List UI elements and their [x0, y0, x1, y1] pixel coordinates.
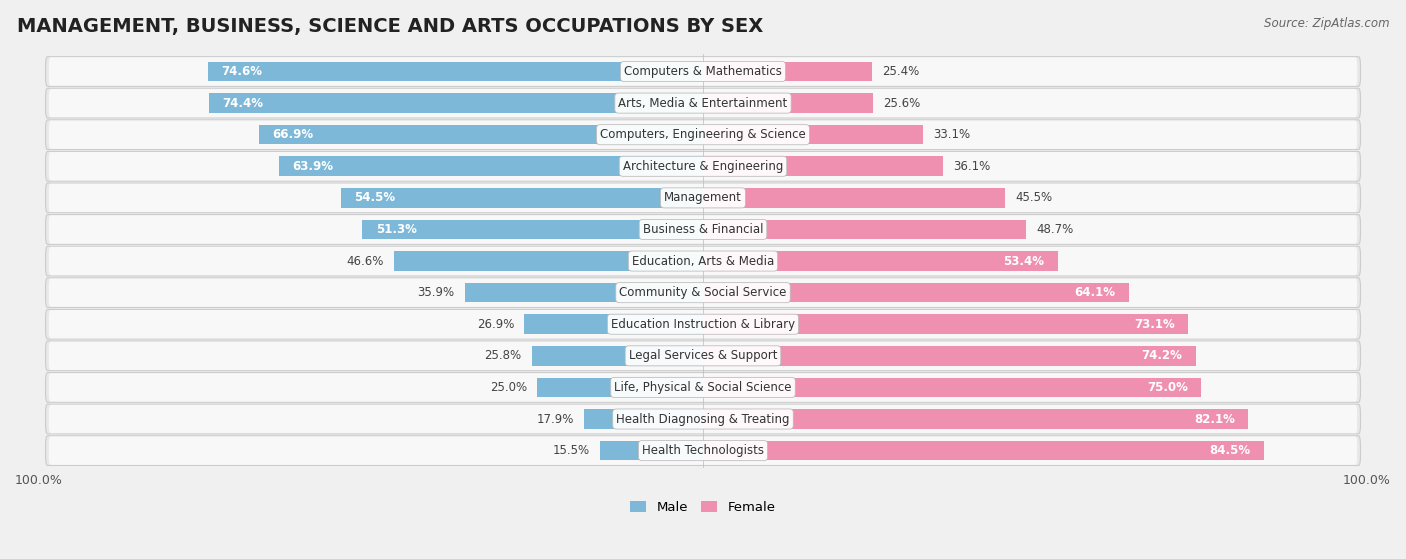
Bar [342, 188, 703, 207]
Text: 25.4%: 25.4% [882, 65, 920, 78]
FancyBboxPatch shape [49, 437, 1357, 465]
Bar [524, 315, 703, 334]
Text: 17.9%: 17.9% [537, 413, 574, 425]
FancyBboxPatch shape [49, 373, 1357, 401]
Text: 84.5%: 84.5% [1209, 444, 1251, 457]
Text: 25.6%: 25.6% [883, 97, 920, 110]
Text: Health Diagnosing & Treating: Health Diagnosing & Treating [616, 413, 790, 425]
FancyBboxPatch shape [45, 183, 1361, 213]
FancyBboxPatch shape [49, 405, 1357, 433]
Bar [703, 125, 922, 144]
Text: 73.1%: 73.1% [1135, 318, 1175, 331]
FancyBboxPatch shape [49, 342, 1357, 370]
Text: 25.0%: 25.0% [489, 381, 527, 394]
FancyBboxPatch shape [49, 152, 1357, 181]
Text: Source: ZipAtlas.com: Source: ZipAtlas.com [1264, 17, 1389, 30]
Bar [363, 220, 703, 239]
Text: 45.5%: 45.5% [1015, 191, 1052, 205]
Bar [394, 251, 703, 271]
FancyBboxPatch shape [49, 215, 1357, 244]
Text: 74.4%: 74.4% [222, 97, 263, 110]
Text: 35.9%: 35.9% [418, 286, 454, 299]
Bar [531, 346, 703, 366]
Text: Computers, Engineering & Science: Computers, Engineering & Science [600, 128, 806, 141]
FancyBboxPatch shape [49, 57, 1357, 86]
Text: Legal Services & Support: Legal Services & Support [628, 349, 778, 362]
Text: 15.5%: 15.5% [553, 444, 591, 457]
Bar [537, 378, 703, 397]
FancyBboxPatch shape [49, 247, 1357, 275]
FancyBboxPatch shape [45, 215, 1361, 244]
FancyBboxPatch shape [45, 246, 1361, 276]
Bar [703, 188, 1005, 207]
Text: 74.2%: 74.2% [1142, 349, 1182, 362]
FancyBboxPatch shape [45, 120, 1361, 150]
Bar [208, 61, 703, 81]
Text: Architecture & Engineering: Architecture & Engineering [623, 160, 783, 173]
FancyBboxPatch shape [45, 88, 1361, 118]
FancyBboxPatch shape [49, 89, 1357, 117]
FancyBboxPatch shape [45, 151, 1361, 181]
Bar [703, 251, 1057, 271]
FancyBboxPatch shape [49, 184, 1357, 212]
Bar [703, 220, 1026, 239]
FancyBboxPatch shape [45, 309, 1361, 339]
Bar [703, 61, 872, 81]
Text: 74.6%: 74.6% [221, 65, 262, 78]
FancyBboxPatch shape [45, 436, 1361, 466]
FancyBboxPatch shape [49, 121, 1357, 149]
Text: Life, Physical & Social Science: Life, Physical & Social Science [614, 381, 792, 394]
FancyBboxPatch shape [45, 278, 1361, 307]
Text: 63.9%: 63.9% [292, 160, 333, 173]
Text: Computers & Mathematics: Computers & Mathematics [624, 65, 782, 78]
Bar [278, 157, 703, 176]
FancyBboxPatch shape [45, 341, 1361, 371]
Text: 64.1%: 64.1% [1074, 286, 1115, 299]
Text: Health Technologists: Health Technologists [643, 444, 763, 457]
Text: 48.7%: 48.7% [1036, 223, 1074, 236]
Bar [600, 441, 703, 461]
Text: Community & Social Service: Community & Social Service [619, 286, 787, 299]
Bar [464, 283, 703, 302]
Text: MANAGEMENT, BUSINESS, SCIENCE AND ARTS OCCUPATIONS BY SEX: MANAGEMENT, BUSINESS, SCIENCE AND ARTS O… [17, 17, 763, 36]
Bar [259, 125, 703, 144]
Bar [703, 346, 1195, 366]
Legend: Male, Female: Male, Female [626, 496, 780, 519]
Bar [703, 315, 1188, 334]
Bar [703, 93, 873, 113]
Text: 54.5%: 54.5% [354, 191, 395, 205]
Text: Education, Arts & Media: Education, Arts & Media [631, 254, 775, 268]
Bar [209, 93, 703, 113]
FancyBboxPatch shape [49, 278, 1357, 307]
Text: 66.9%: 66.9% [271, 128, 314, 141]
Text: Business & Financial: Business & Financial [643, 223, 763, 236]
Text: 46.6%: 46.6% [346, 254, 384, 268]
Text: 25.8%: 25.8% [485, 349, 522, 362]
Bar [703, 157, 943, 176]
Bar [583, 409, 703, 429]
Text: 33.1%: 33.1% [932, 128, 970, 141]
Text: Education Instruction & Library: Education Instruction & Library [612, 318, 794, 331]
Text: 36.1%: 36.1% [953, 160, 990, 173]
Text: 26.9%: 26.9% [477, 318, 515, 331]
FancyBboxPatch shape [45, 56, 1361, 86]
Bar [703, 441, 1264, 461]
FancyBboxPatch shape [49, 310, 1357, 338]
FancyBboxPatch shape [45, 404, 1361, 434]
Text: 82.1%: 82.1% [1194, 413, 1234, 425]
FancyBboxPatch shape [45, 372, 1361, 402]
Bar [703, 283, 1129, 302]
Text: 51.3%: 51.3% [375, 223, 416, 236]
Text: 53.4%: 53.4% [1004, 254, 1045, 268]
Bar [703, 378, 1201, 397]
Bar [703, 409, 1249, 429]
Text: 75.0%: 75.0% [1147, 381, 1188, 394]
Text: Management: Management [664, 191, 742, 205]
Text: Arts, Media & Entertainment: Arts, Media & Entertainment [619, 97, 787, 110]
